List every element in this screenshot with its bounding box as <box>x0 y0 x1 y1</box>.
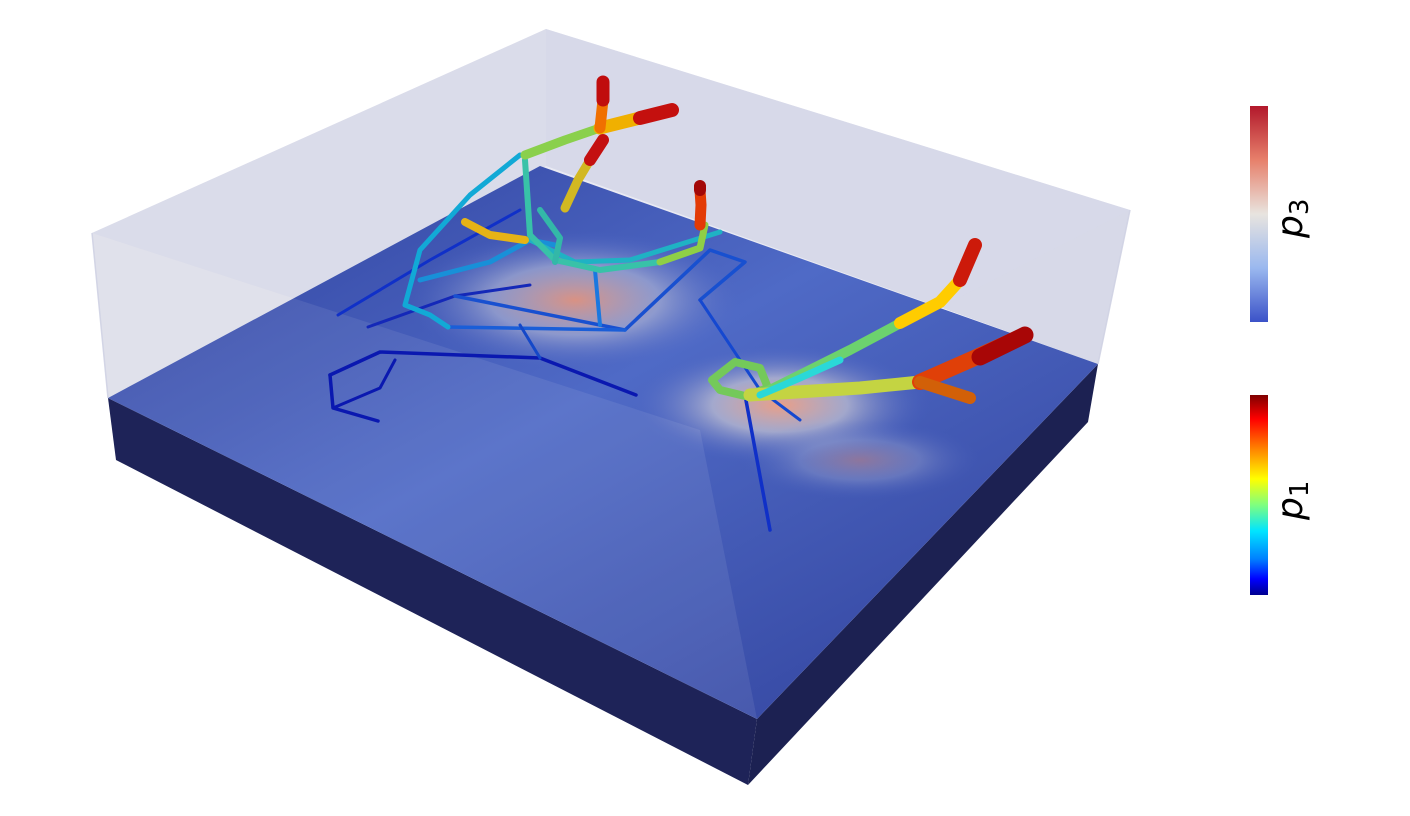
colorbar-p3-label: p3 <box>1270 199 1315 238</box>
colorbar-p3 <box>1250 106 1268 322</box>
box-edges <box>91 209 1131 399</box>
hot-spot-faint <box>740 420 980 500</box>
colorbar-p1-label-base: p <box>1270 497 1311 520</box>
colorbar-p1-label: p1 <box>1270 481 1315 520</box>
colorbar-p3-label-base: p <box>1270 215 1311 238</box>
slab-left-side <box>108 398 757 785</box>
colorbar-p1-label-sub: 1 <box>1285 480 1315 498</box>
colorbar-p3-label-sub: 3 <box>1285 198 1315 216</box>
thick-vessels <box>461 75 1034 404</box>
colorbar-p1 <box>1250 395 1268 595</box>
slab-right-side <box>748 364 1098 785</box>
box-front-glass <box>92 233 757 719</box>
medium-vessels <box>402 152 723 330</box>
